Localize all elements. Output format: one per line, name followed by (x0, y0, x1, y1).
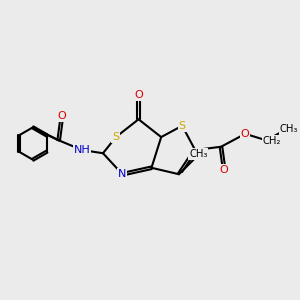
Text: S: S (178, 121, 186, 131)
Text: O: O (220, 165, 229, 175)
Text: S: S (112, 132, 119, 142)
Text: CH₃: CH₃ (280, 124, 298, 134)
Text: NH: NH (74, 145, 90, 155)
Text: N: N (118, 169, 127, 179)
Text: O: O (241, 129, 250, 139)
Text: O: O (134, 90, 143, 100)
Text: CH₂: CH₂ (263, 136, 281, 146)
Text: CH₃: CH₃ (189, 149, 208, 159)
Text: O: O (58, 111, 66, 121)
